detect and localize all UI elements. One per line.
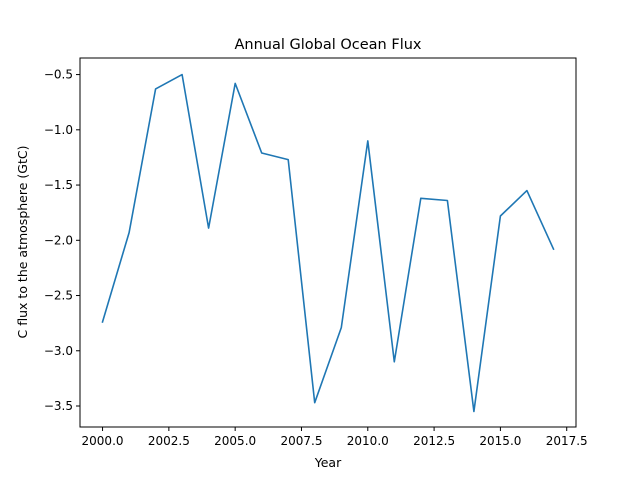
x-axis: 2000.0 2002.5 2005.0 2007.5 2010.0 2012.5 2015…	[82, 427, 588, 448]
chart-title: Annual Global Ocean Flux	[234, 37, 421, 53]
x-tick-label: 2015.0	[479, 434, 521, 448]
y-tick-label: −2.0	[44, 233, 73, 247]
y-tick-label: −1.0	[44, 123, 73, 137]
y-tick-label: −0.5	[44, 68, 73, 82]
y-tick-label: −2.5	[44, 289, 73, 303]
y-tick-label: −1.5	[44, 178, 73, 192]
x-tick-label: 2002.5	[148, 434, 190, 448]
y-tick-label: −3.0	[44, 344, 73, 358]
x-axis-label: Year	[314, 455, 342, 470]
series-line	[101, 73, 555, 413]
y-axis: −3.5 −3.0 −2.5 −2.0 −1.5 −1.0 −0.5	[44, 68, 80, 413]
y-tick-label: −3.5	[44, 399, 73, 413]
x-tick-label: 2005.0	[214, 434, 256, 448]
plot-area-frame	[79, 57, 577, 428]
x-tick-label: 2017.5	[546, 434, 588, 448]
x-tick-label: 2007.5	[280, 434, 322, 448]
y-axis-label: C flux to the atmosphere (GtC)	[15, 146, 30, 339]
x-tick-label: 2012.5	[413, 434, 455, 448]
x-tick-label: 2000.0	[82, 434, 124, 448]
plot-series	[101, 73, 555, 413]
x-tick-label: 2010.0	[347, 434, 389, 448]
